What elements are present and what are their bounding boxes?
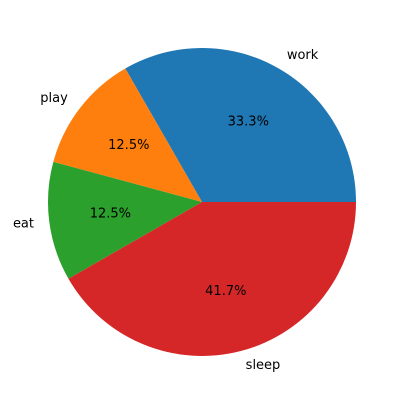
category-label-work: work xyxy=(287,48,319,63)
pie-labels: 33.3% work 12.5% play 12.5% eat 41.7% sleep xyxy=(13,48,319,373)
percent-label-play: 12.5% xyxy=(108,138,149,153)
pie-slice-sleep xyxy=(68,202,356,357)
pie-slices xyxy=(47,47,356,357)
percent-label-work: 33.3% xyxy=(228,115,269,130)
pie-slice-work xyxy=(125,47,356,202)
percent-label-sleep: 41.7% xyxy=(205,284,246,299)
pie-slice-play xyxy=(53,68,203,202)
pie-slice-eat xyxy=(47,161,202,279)
percent-label-eat: 12.5% xyxy=(90,206,131,221)
category-label-sleep: sleep xyxy=(246,358,281,373)
category-label-play: play xyxy=(40,91,68,106)
category-label-eat: eat xyxy=(13,216,34,231)
